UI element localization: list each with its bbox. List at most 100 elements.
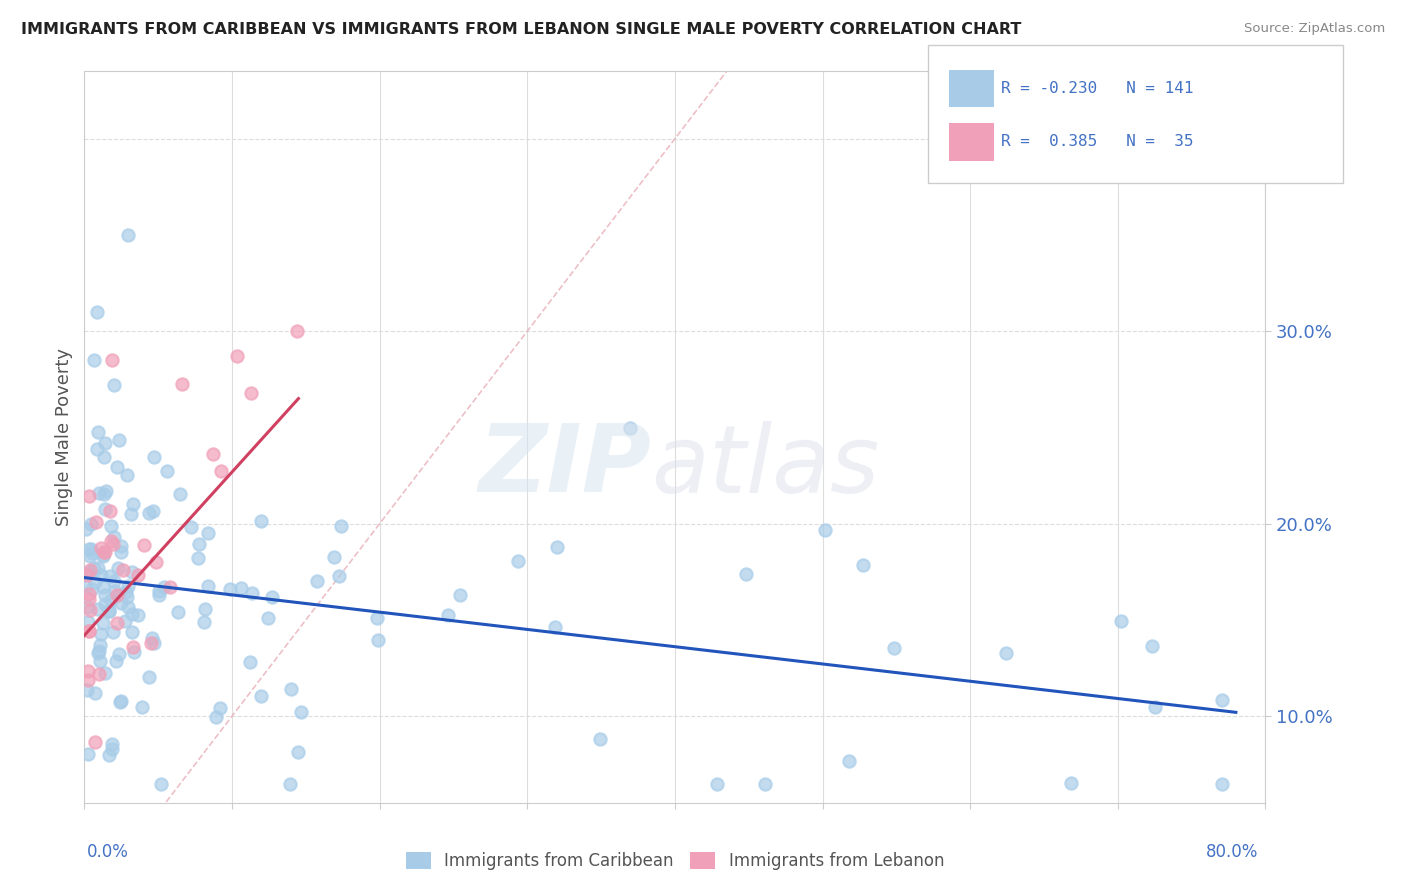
Point: [101, 353, 124, 368]
Point: [148, 583, 170, 598]
Point: [305, 574, 328, 588]
Point: [83, 686, 105, 700]
Point: [141, 632, 163, 646]
Point: [544, 620, 567, 634]
Point: [103, 574, 125, 589]
Point: [98, 504, 121, 518]
Point: [328, 569, 350, 583]
Point: [100, 533, 122, 548]
Point: [97, 603, 120, 617]
Point: [153, 580, 176, 594]
Point: [225, 349, 247, 363]
Point: [366, 611, 388, 625]
Point: [239, 386, 262, 401]
Point: [104, 583, 127, 598]
Point: [94, 545, 117, 559]
Point: [131, 700, 153, 714]
Point: [87, 644, 110, 658]
Point: [239, 656, 262, 670]
Point: [87, 561, 110, 575]
Point: [172, 376, 194, 391]
Point: [90, 567, 112, 582]
Point: [111, 563, 134, 577]
Point: [91, 580, 114, 594]
Point: [838, 754, 860, 768]
Point: [91, 549, 114, 563]
Point: [1059, 776, 1081, 790]
Point: [287, 745, 309, 759]
Point: [79, 586, 101, 600]
Point: [90, 627, 112, 641]
Point: [105, 615, 128, 630]
Point: [159, 580, 181, 594]
Point: [120, 508, 142, 522]
Point: [117, 579, 139, 593]
Point: [138, 670, 160, 684]
Point: [101, 737, 124, 751]
Point: [79, 549, 101, 563]
Point: [100, 593, 122, 607]
Point: [93, 501, 115, 516]
Point: [506, 554, 529, 568]
Point: [143, 635, 166, 649]
Point: [706, 776, 728, 790]
Point: [94, 436, 117, 450]
Point: [84, 515, 107, 529]
Point: [93, 487, 115, 501]
Point: [87, 646, 110, 660]
Point: [143, 450, 166, 464]
Point: [250, 690, 273, 704]
Point: [138, 506, 160, 520]
Point: [209, 464, 232, 478]
Point: [87, 485, 110, 500]
Point: [285, 324, 308, 338]
Point: [114, 615, 136, 629]
Point: [141, 636, 163, 650]
Point: [249, 514, 271, 528]
Text: atlas: atlas: [651, 421, 880, 512]
Point: [134, 538, 156, 552]
Y-axis label: Single Male Poverty: Single Male Poverty: [55, 348, 73, 526]
Point: [108, 433, 131, 447]
Point: [90, 541, 112, 556]
Point: [77, 565, 100, 579]
Point: [167, 606, 190, 620]
Point: [449, 588, 471, 602]
Point: [97, 603, 120, 617]
Point: [79, 602, 101, 616]
Point: [86, 305, 108, 319]
Text: 0.0%: 0.0%: [87, 843, 129, 861]
Point: [80, 546, 103, 560]
Point: [256, 611, 278, 625]
Point: [87, 667, 110, 681]
Text: Source: ZipAtlas.com: Source: ZipAtlas.com: [1244, 22, 1385, 36]
Point: [589, 731, 612, 746]
Point: [89, 638, 111, 652]
Point: [77, 542, 100, 557]
Point: [77, 489, 100, 503]
Point: [84, 574, 107, 589]
Point: [89, 655, 111, 669]
Point: [86, 442, 108, 457]
Point: [77, 664, 100, 678]
Point: [278, 776, 301, 790]
Point: [114, 585, 136, 599]
Point: [169, 487, 191, 501]
Point: [93, 545, 115, 559]
Text: R = -0.230   N = 141: R = -0.230 N = 141: [1001, 81, 1194, 95]
Point: [84, 735, 107, 749]
Point: [110, 695, 132, 709]
Point: [94, 589, 117, 603]
Point: [852, 558, 875, 572]
Point: [323, 550, 346, 565]
Point: [83, 561, 105, 575]
Point: [814, 523, 837, 537]
Point: [79, 624, 101, 639]
Point: [101, 742, 124, 756]
Point: [121, 497, 143, 511]
Point: [105, 459, 128, 474]
Point: [280, 681, 302, 696]
Point: [1143, 700, 1166, 714]
Point: [103, 624, 125, 639]
Point: [883, 641, 905, 656]
